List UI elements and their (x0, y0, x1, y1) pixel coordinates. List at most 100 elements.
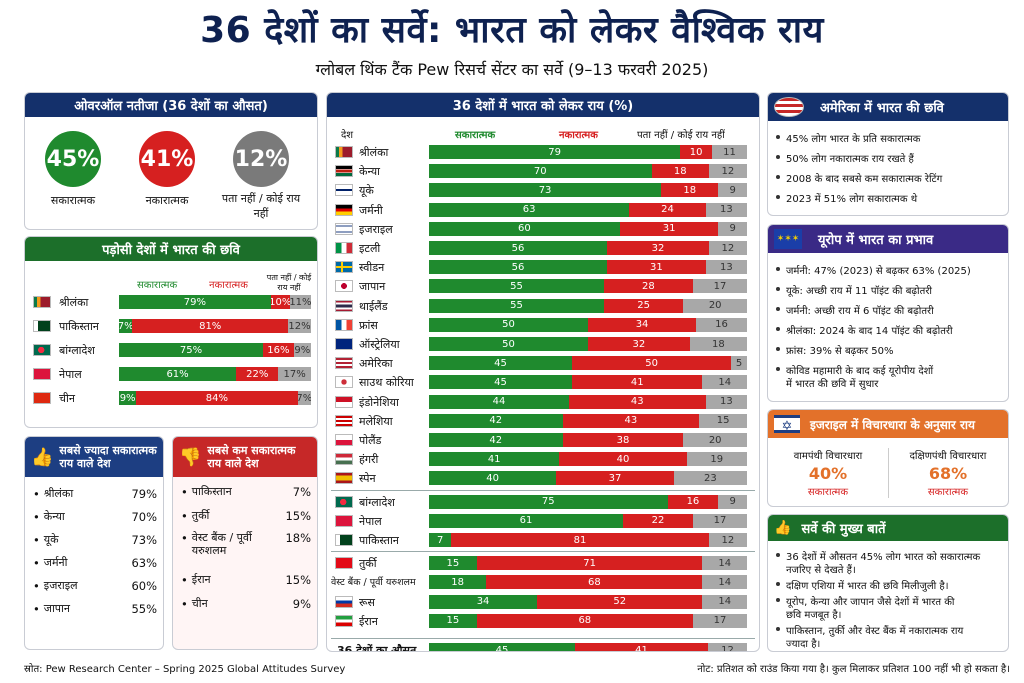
bullet-item: जर्मनी: अच्छी राय में 6 पॉइंट की बढ़ोतरी (786, 306, 934, 317)
list-item-value: 15% (285, 509, 311, 523)
chart-bar-negative: 31 (607, 260, 706, 275)
poland-flag (335, 434, 353, 446)
chart-col-positive: सकारात्मक (455, 130, 496, 141)
chart-bar-negative: 68 (486, 575, 703, 590)
neighbor-bar-neu: 11% (289, 295, 311, 309)
list-item: • इजराइल 60% (33, 579, 157, 593)
neighbor-bar-neu: 17% (278, 367, 311, 381)
chart-data-label: 23 (704, 472, 717, 484)
chart-bar-positive: 63 (429, 202, 630, 217)
bullet-item: 50% लोग नकारात्मक राय रखते हैं (786, 154, 914, 165)
israel-flag (335, 222, 353, 235)
pakistan-flag (335, 534, 353, 546)
list-item-name: यूके (43, 533, 59, 546)
bullet-item: 36 देशों में औसतन 45% लोग भारत को सकारात… (786, 552, 981, 563)
neighbor-bar-label: 81% (199, 320, 222, 332)
chart-category-label: इजराइल (359, 222, 393, 236)
chart-data-label: 31 (650, 261, 663, 273)
chart-data-label: 11 (723, 146, 736, 158)
europe-header: ✶✶✶ यूरोप में भारत का प्रभाव (768, 225, 1008, 253)
neighbor-name: बांग्लादेश (59, 344, 95, 357)
neutral-circle: 12% (233, 131, 289, 187)
chart-bar-negative: 43 (568, 394, 706, 409)
key-points-header: 👍 सर्वे की मुख्य बातें (768, 515, 1008, 541)
chart-data-label: 50 (645, 357, 658, 369)
neighbor-bar-label: 7% (298, 393, 311, 404)
chart-data-label: 25 (637, 300, 650, 312)
israel-title: इजराइल में विचारधारा के अनुसार राय (810, 417, 975, 432)
chart-category-label: इटली (359, 242, 381, 255)
indonesia-flag (335, 395, 353, 408)
chart-data-label: 41 (487, 453, 501, 465)
chart-bar-positive: 60 (429, 221, 620, 236)
chart-data-label: 20 (708, 300, 722, 312)
chart-data-label: 16 (686, 496, 700, 508)
group-separator (331, 638, 755, 639)
neighbor-bar-label: 9% (294, 344, 311, 356)
chart-data-label: 18 (683, 184, 697, 196)
israel-right-title: दक्षिणपंथी विचारधारा (909, 451, 987, 462)
chart-data-label: 45 (494, 376, 507, 388)
neighbor-bar-label: 12% (288, 320, 311, 332)
chart-data-label: 56 (511, 242, 525, 254)
chart-bar-negative: 18 (661, 183, 719, 198)
chart-data-label: 45 (495, 644, 509, 652)
iran-flag (335, 614, 353, 627)
bullet-dot (776, 598, 780, 602)
israel-flag-icon: ✡ (774, 415, 800, 434)
japan-flag (335, 280, 353, 293)
israel-card: ✡ इजराइल में विचारधारा के अनुसार राय वाम… (767, 409, 1009, 507)
chart-category-label: स्वीडन (359, 261, 385, 275)
bullet-item: कोविड महामारी के बाद कई यूरोपीय देशों (786, 366, 934, 377)
chart-data-label: 56 (511, 261, 525, 273)
list-item-name: ईरान (191, 573, 211, 586)
chart-bar-positive: 70 (429, 164, 652, 179)
israel-left-title: वामपंथी विचारधारा (793, 451, 863, 462)
list-item: • केन्या 70% (33, 510, 157, 524)
page-title: 36 देशों का सर्वे: भारत को लेकर वैश्विक … (200, 10, 824, 51)
chart-bar-negative: 31 (619, 221, 719, 236)
chart-col-country: देश (341, 130, 354, 141)
chart-bar-neutral: 23 (673, 471, 747, 486)
key-points-title: सर्वे की मुख्य बातें (801, 522, 886, 537)
chart-bar-positive: 56 (429, 260, 608, 275)
bullet-dot (776, 195, 780, 199)
uk-flag (335, 184, 353, 197)
chart-title: 36 देशों में भारत को लेकर राय (%) (327, 93, 759, 117)
neighbor-bar-label: 16% (267, 344, 290, 356)
neighbor-name: पाकिस्तान (59, 320, 99, 333)
chart-data-label: 15 (446, 615, 460, 627)
israel-left-label: सकारात्मक (807, 487, 849, 498)
chart-bar-neutral: 14 (702, 556, 747, 571)
chart-bar-neutral: 12 (708, 164, 747, 179)
chart-data-label: 41 (630, 376, 644, 388)
spain-flag (335, 472, 353, 485)
chart-bar-negative: 68 (476, 613, 693, 628)
chart-category-label: यूके (359, 184, 374, 198)
israel-right-value: 68% (928, 464, 968, 483)
chart-category-label: नेपाल (359, 514, 382, 528)
most-positive-title: सबसे ज्यादा सकारात्मक राय वाले देश (59, 444, 157, 470)
neighbor-bar-label: 10% (271, 296, 290, 308)
chart-data-label: 31 (662, 223, 676, 235)
chart-category-label: वेस्ट बैंक / पूर्वी यरुशलम (331, 577, 416, 589)
usa-title: अमेरिका में भारत की छवि (820, 101, 944, 116)
neighbors-card: पड़ोसी देशों में भारत की छवि सकारात्मक न… (24, 236, 318, 428)
chart-bar-negative: 52 (537, 594, 703, 609)
chart-data-label: 40 (486, 472, 499, 484)
negative-circle: 41% (139, 131, 195, 187)
chart-data-label: 34 (476, 596, 490, 608)
chart-bar-neutral: 12 (708, 533, 747, 547)
chart-bar-positive: 44 (429, 394, 569, 409)
usa-flag (335, 357, 353, 370)
bullet-item: छवि मजबूत है। (786, 610, 842, 621)
usa-header: अमेरिका में भारत की छवि (768, 93, 1008, 121)
bullet-dot (776, 347, 780, 351)
chart-data-label: 12 (721, 534, 735, 546)
chart-bar-neutral: 15 (699, 413, 747, 428)
israel-left-value: 40% (808, 464, 848, 483)
neighbor-name: श्रीलंका (59, 296, 89, 309)
chart-bar-negative: 32 (607, 241, 709, 255)
list-bullet: • (33, 510, 40, 524)
chart-data-label: 24 (661, 204, 674, 216)
